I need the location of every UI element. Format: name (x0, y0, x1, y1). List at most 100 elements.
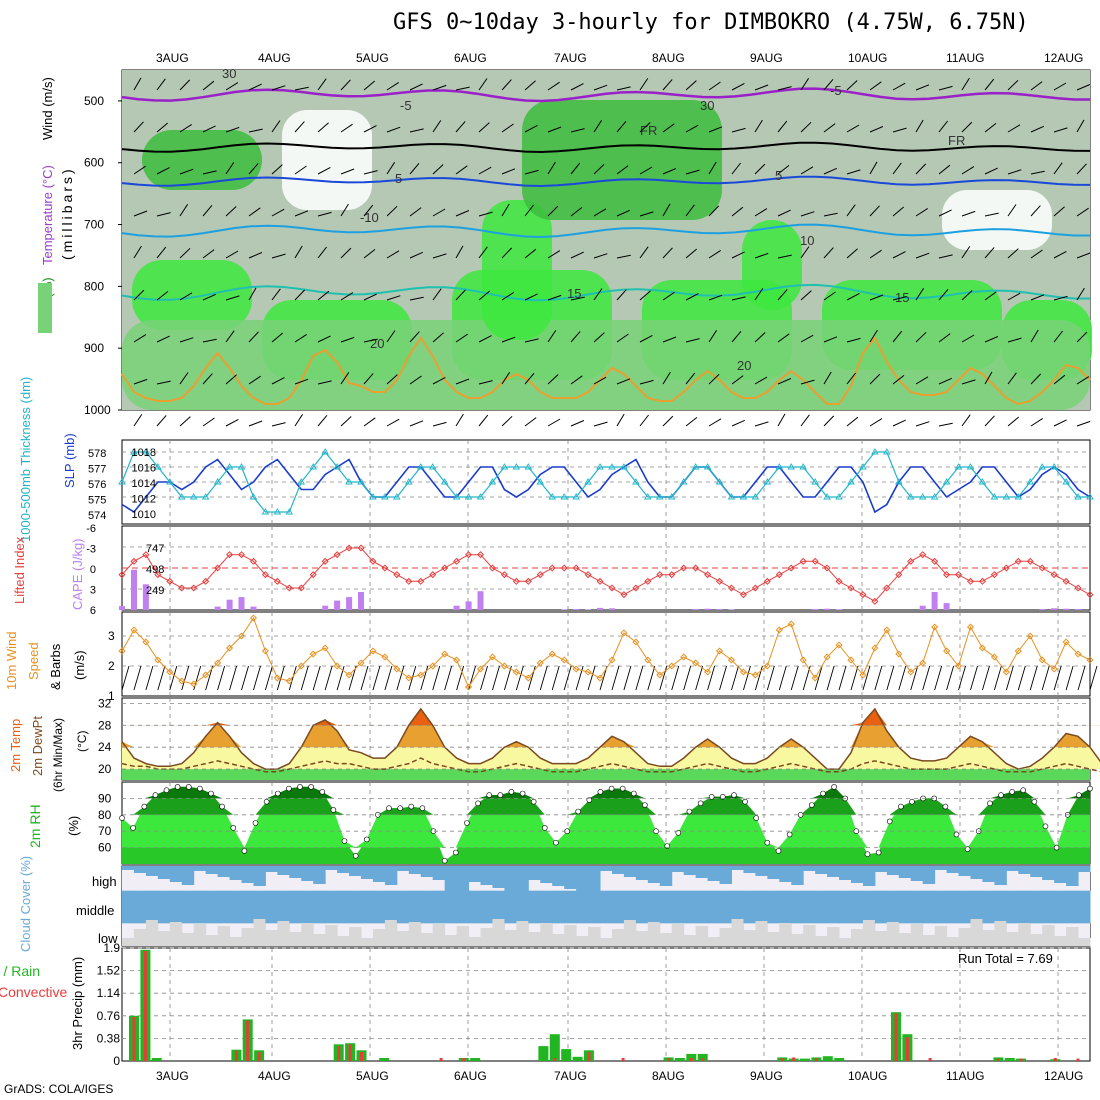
rh2m-marker (308, 784, 314, 790)
top-day-label: 3AUG (156, 51, 189, 65)
precip-convective-bar (780, 1058, 784, 1061)
thickness-marker (906, 493, 915, 500)
wind-barb (593, 253, 608, 259)
bottom-day-label: 9AUG (750, 1069, 783, 1083)
wind-barb (846, 204, 856, 217)
surface-wind-barb (635, 665, 644, 691)
wind-speed-marker (465, 683, 473, 691)
cape-bar (226, 599, 233, 610)
li-marker (393, 571, 401, 579)
thickness-marker (130, 448, 138, 455)
wind-barb (639, 414, 649, 427)
wind-barb (662, 336, 677, 343)
wind-barb (1076, 84, 1091, 91)
wind-barb (133, 245, 142, 259)
surface-wind-barb (623, 665, 632, 691)
li-marker (261, 571, 269, 579)
surface-wind-barb (922, 665, 931, 691)
wind-barb (478, 78, 488, 91)
surface-wind-barb (300, 665, 309, 691)
wind-barb (524, 372, 535, 385)
wind-barb (639, 166, 653, 175)
cloud-low-bar (982, 930, 995, 946)
thickness-marker (440, 478, 449, 485)
wind-barb (754, 208, 768, 217)
thickness-marker (177, 493, 186, 500)
li-marker (823, 564, 831, 572)
thickness-marker (452, 493, 461, 500)
thickness-marker (476, 493, 485, 500)
thickness-marker (871, 448, 879, 455)
cloud-low-bar (241, 928, 254, 946)
surface-wind-barb (993, 665, 1002, 691)
li-marker (560, 564, 568, 572)
rh-tick-label: 60 (98, 841, 112, 855)
cloud-low-bar (850, 929, 864, 946)
li-marker (1086, 591, 1094, 599)
wind-barb (1007, 124, 1021, 133)
wind-barb (731, 127, 746, 133)
wind-barb (478, 166, 492, 175)
precip-convective-bar (894, 1013, 898, 1061)
wind-barb (754, 119, 763, 133)
wind-barb (892, 206, 905, 217)
li-marker (978, 577, 986, 585)
wind-barb (731, 375, 744, 385)
wind-speed-marker (978, 644, 986, 652)
cloud-middle-bar (719, 890, 732, 924)
wind-barb (317, 166, 331, 175)
li-marker (680, 564, 688, 572)
cloud-middle-bar (791, 890, 804, 924)
wind-barb (294, 210, 309, 217)
rh2m-marker (786, 831, 793, 838)
rh2m-marker (230, 825, 237, 831)
cloud-low-bar (1030, 934, 1043, 946)
wind-barb (777, 413, 786, 427)
rh-area-8 (742, 220, 802, 310)
wind-barb (340, 79, 351, 91)
wind-speed-marker (787, 620, 795, 628)
wind-barb (317, 414, 328, 427)
contour-freezing (121, 141, 1091, 154)
wind-barb (156, 246, 167, 259)
wind-barb (524, 248, 537, 259)
cloud-low-bar (1006, 932, 1019, 946)
cloud-middle-bar (504, 890, 517, 924)
wind-barb (409, 128, 424, 133)
wind-speed-marker (393, 665, 401, 673)
cloud-low-bar (289, 932, 302, 946)
surface-wind-barb (1005, 665, 1014, 691)
wind-barb (271, 288, 281, 301)
precip-total-bar (834, 1058, 845, 1061)
cloud-high-bar (683, 866, 697, 875)
wind-barb (225, 330, 235, 343)
wind-barb (1007, 169, 1022, 175)
wind-barb (317, 290, 330, 301)
wind-barb (984, 78, 995, 91)
wind-barb (1053, 250, 1067, 259)
rh-area-7 (482, 200, 552, 340)
cloud-low-bar (265, 930, 278, 946)
wind-barb (1030, 294, 1045, 301)
wind-barb (248, 163, 259, 175)
precip-convective-bar (234, 1050, 238, 1061)
wind-barb (156, 167, 170, 175)
precip-convective-bar (553, 1058, 557, 1061)
slp-tick-label: 1010 (132, 509, 156, 521)
li-marker (178, 584, 186, 592)
wind-speed-marker (476, 665, 485, 673)
precip-convective-bar (667, 1058, 671, 1061)
cloud-middle-bar (396, 890, 410, 924)
wind-speed-marker (333, 662, 341, 670)
wind-barb (271, 208, 285, 217)
cloud-middle-bar (241, 890, 254, 924)
wind-barb (892, 375, 905, 385)
wind-barb (202, 125, 216, 133)
wind-barb (639, 334, 653, 343)
cloud-middle-bar (301, 890, 314, 924)
cloud-middle-bar (432, 890, 446, 924)
li-marker (656, 571, 664, 579)
wind-barb (156, 335, 170, 343)
temp-line (121, 707, 1100, 770)
wind-barb (708, 373, 720, 385)
